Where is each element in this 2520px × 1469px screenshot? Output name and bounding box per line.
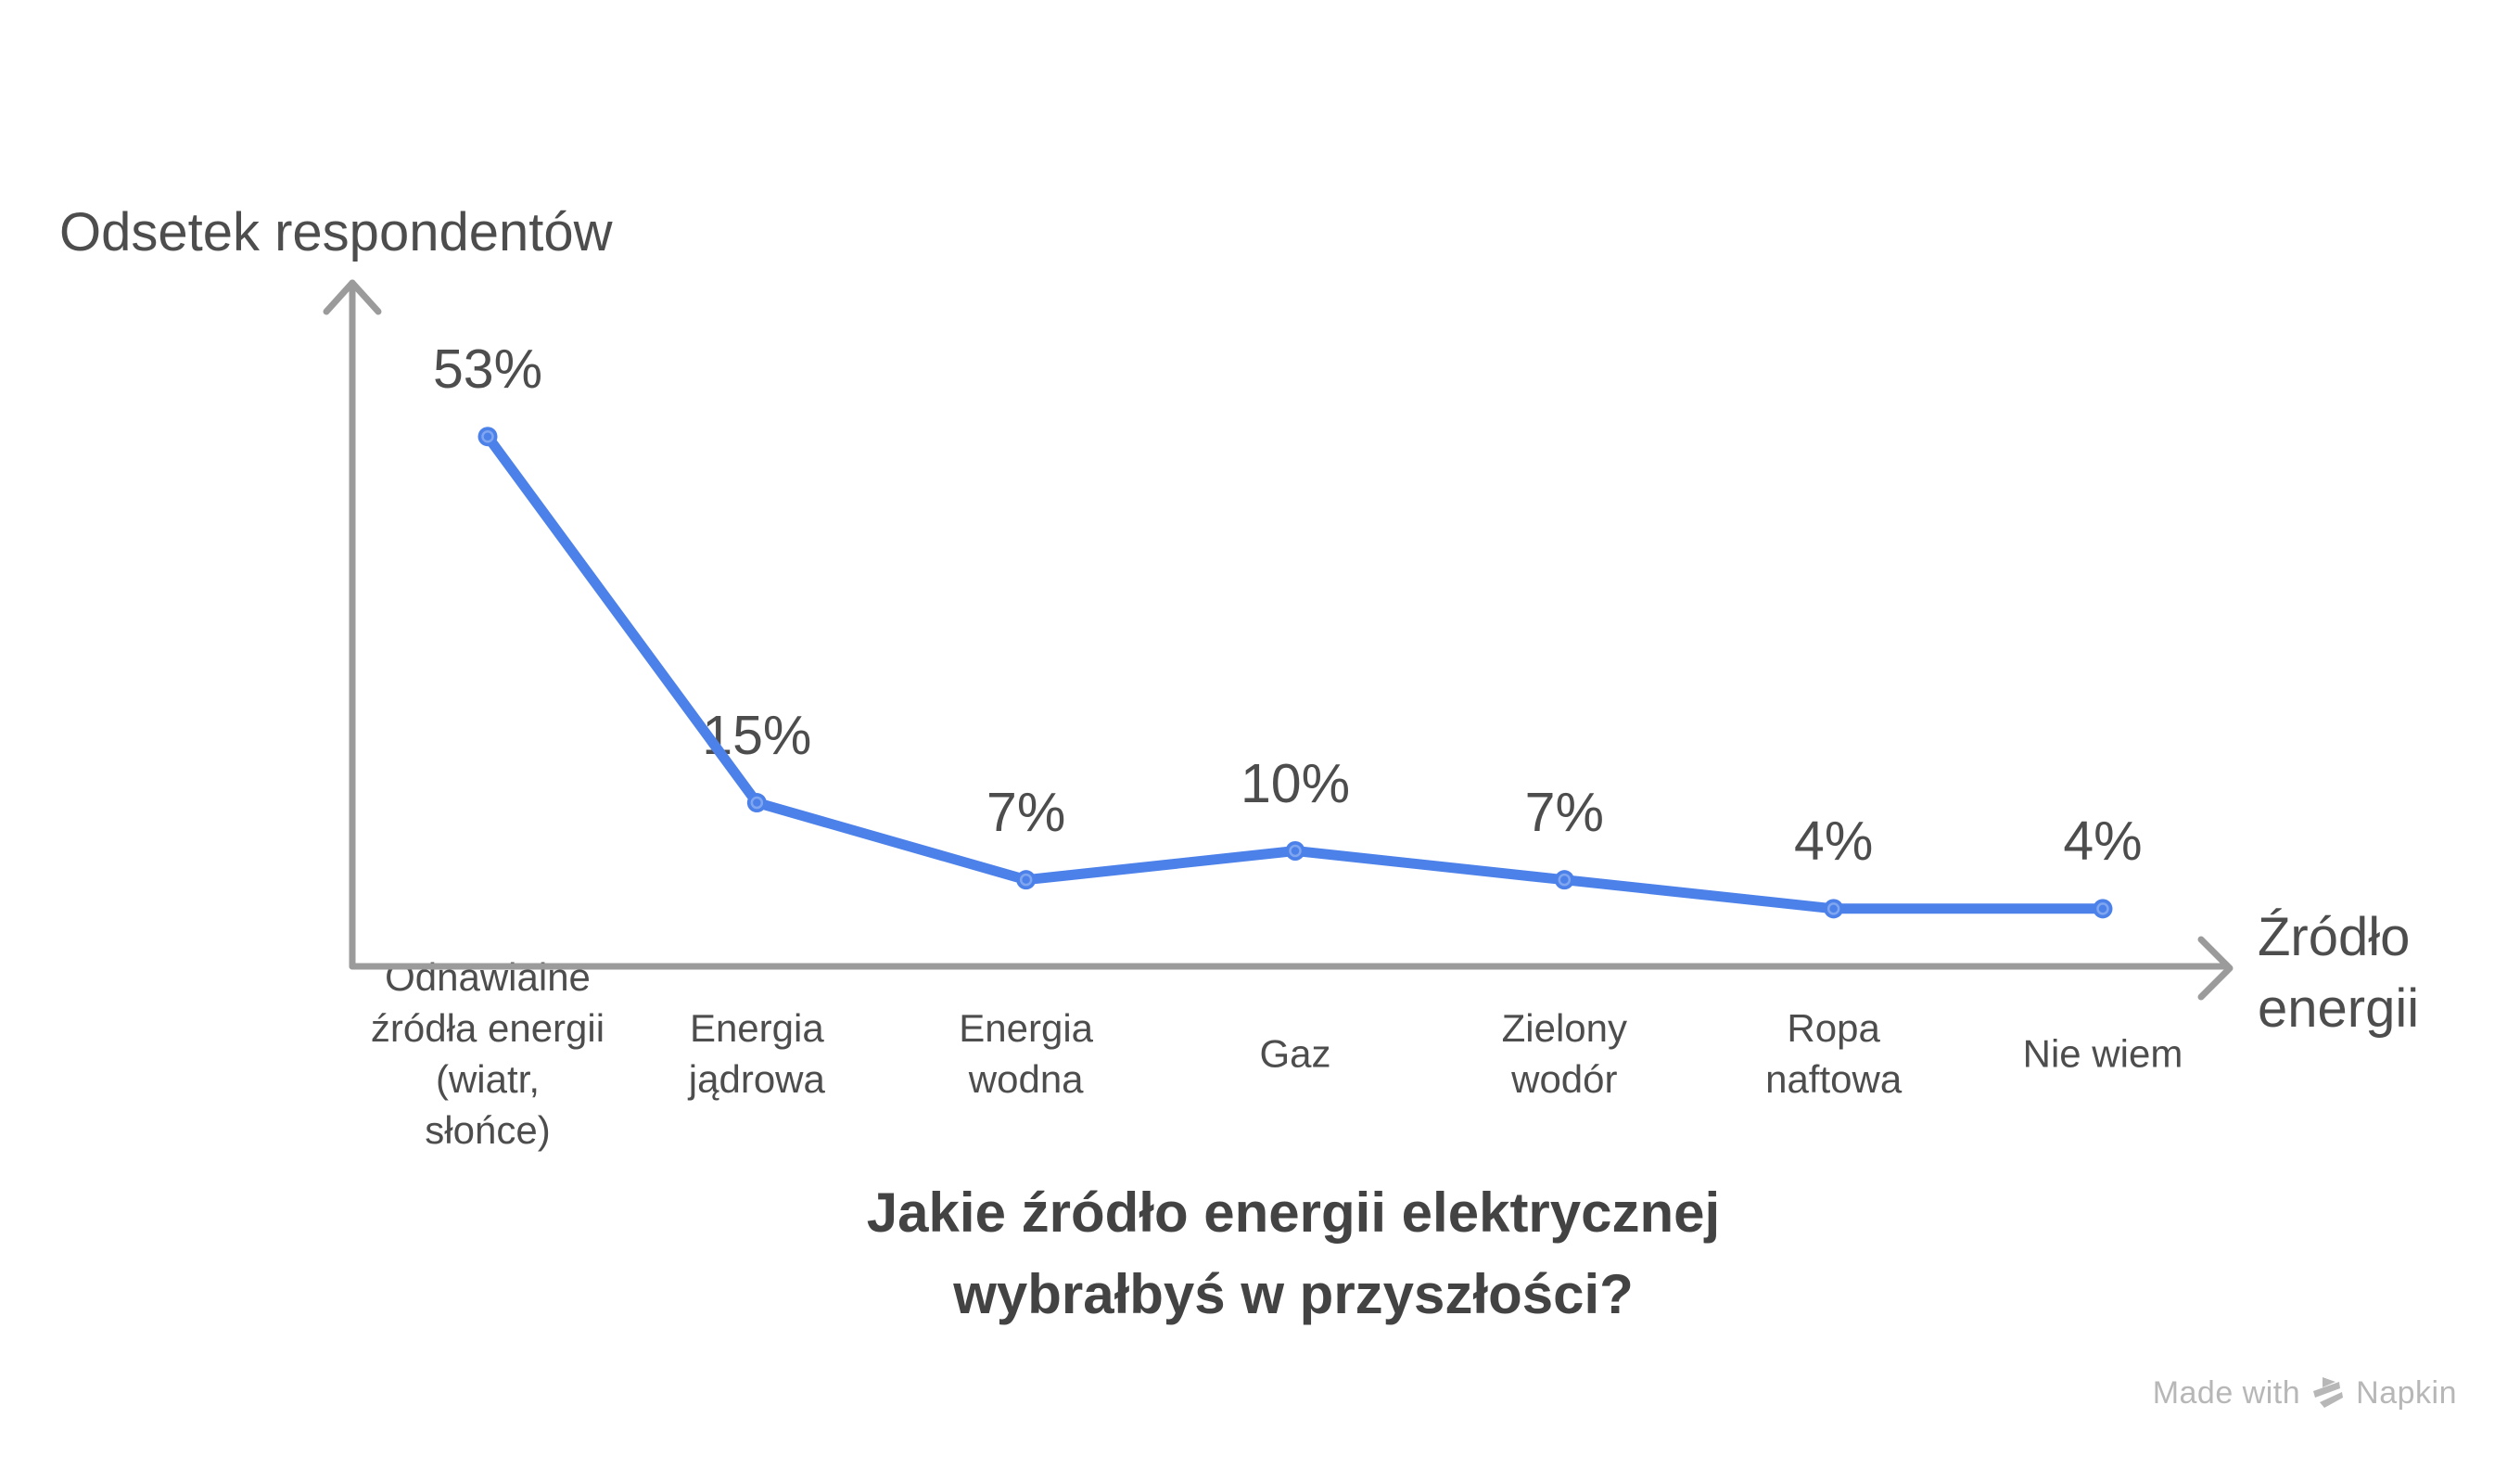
- watermark-brand: Napkin: [2356, 1375, 2457, 1411]
- data-point-label: 7%: [986, 781, 1066, 843]
- data-point-label: 10%: [1240, 752, 1351, 814]
- napkin-logo-icon: [2313, 1376, 2344, 1408]
- data-point: [2093, 899, 2113, 919]
- data-point-label: 7%: [1524, 781, 1604, 843]
- data-point-highlight: [481, 429, 494, 443]
- data-point: [1554, 870, 1574, 890]
- data-point-label: 4%: [1794, 810, 1874, 872]
- chart-question-title: Jakie źródło energii elektrycznej wybrał…: [866, 1182, 1721, 1325]
- data-point-label: 15%: [702, 704, 812, 766]
- data-point-highlight: [750, 796, 764, 810]
- x-axis-title: Źródło energii: [2258, 907, 2420, 1039]
- x-tick-label: Gaz: [1259, 1031, 1331, 1076]
- x-tick-label: Nie wiem: [2022, 1031, 2183, 1076]
- data-point-label: 4%: [2063, 810, 2143, 872]
- data-point-highlight: [1289, 844, 1302, 858]
- x-tick-label: Zielony wodór: [1501, 1006, 1628, 1101]
- x-tick-label: Odnawialne źródła energii (wiatr, słońce…: [370, 955, 605, 1152]
- data-point-highlight: [1019, 873, 1033, 887]
- data-point: [477, 427, 498, 447]
- x-tick-label: Energia wodna: [959, 1006, 1094, 1101]
- x-tick-label: Energia jądrowa: [688, 1006, 825, 1101]
- data-point: [1285, 841, 1305, 861]
- data-point-highlight: [1558, 873, 1572, 887]
- y-axis-arrowhead-icon: [323, 279, 382, 315]
- data-point: [1824, 899, 1844, 919]
- watermark: Made with Napkin: [2153, 1375, 2457, 1412]
- x-axis-arrowhead-icon: [2197, 936, 2234, 1001]
- watermark-made-with: Made with: [2152, 1375, 2301, 1411]
- x-tick-label: Ropa naftowa: [1765, 1006, 1903, 1101]
- data-point: [1016, 870, 1037, 890]
- y-axis-title: Odsetek respondentów: [59, 202, 613, 262]
- data-point-label: 53%: [432, 338, 543, 400]
- data-point: [746, 793, 767, 813]
- data-point-highlight: [1826, 902, 1840, 915]
- data-point-highlight: [2096, 902, 2109, 915]
